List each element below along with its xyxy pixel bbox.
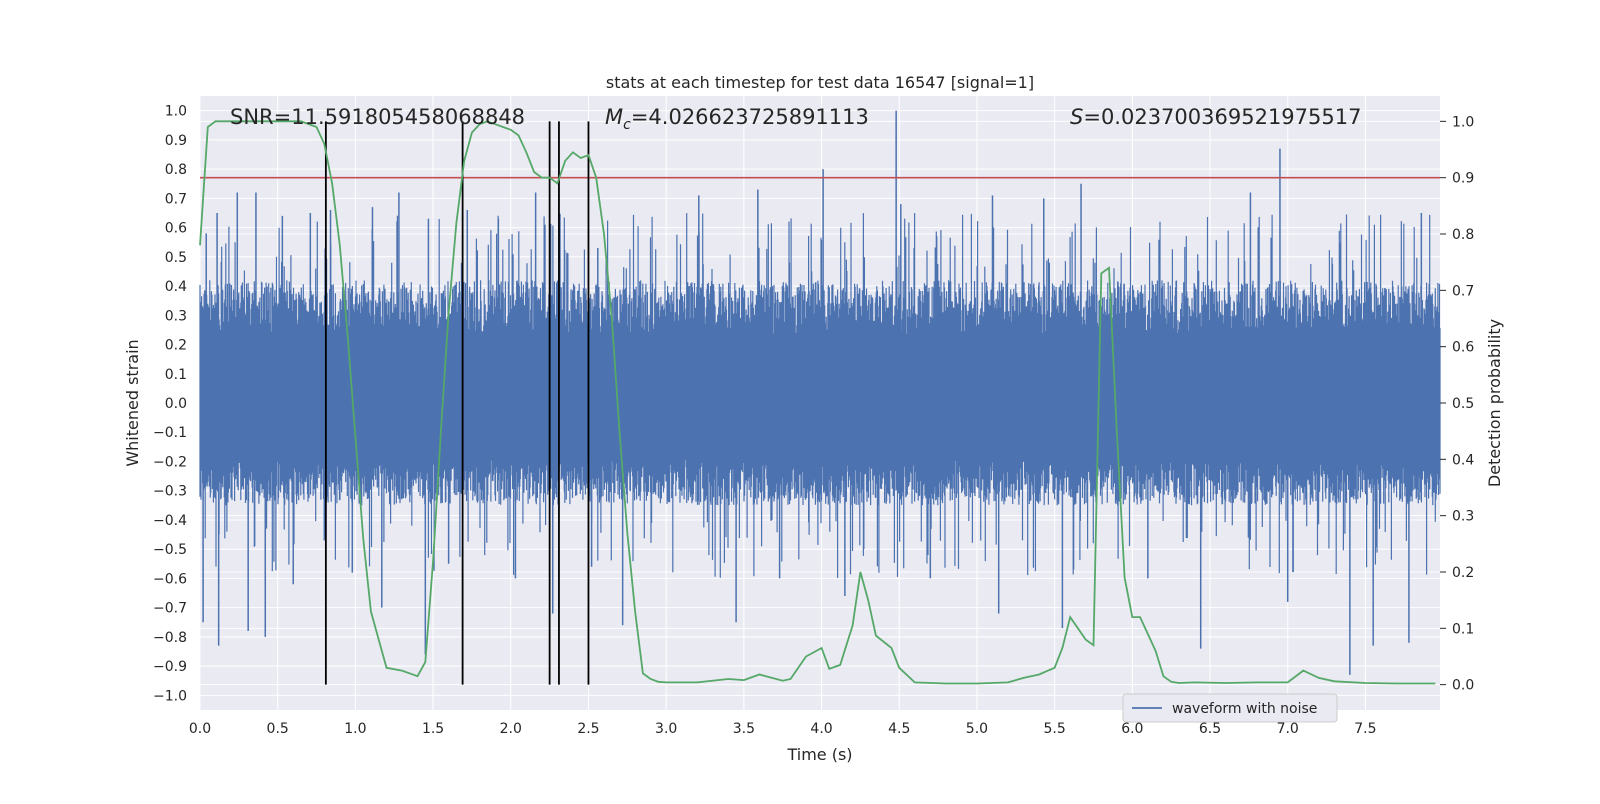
y-tick-label-left: 0.2	[165, 338, 187, 354]
waveform-noise-band	[199, 110, 1441, 675]
x-tick-label: 3.5	[733, 721, 755, 737]
y-tick-label-left: 0.1	[165, 367, 187, 383]
x-tick-label: 2.0	[500, 721, 522, 737]
y-tick-label-left: −0.9	[153, 659, 187, 675]
x-tick-label: 3.0	[655, 721, 677, 737]
y-tick-label-left: −0.2	[153, 454, 187, 470]
y-tick-label-left: 0.9	[165, 133, 187, 149]
chart-title: stats at each timestep for test data 165…	[606, 73, 1034, 92]
y-tick-label-right: 0.1	[1452, 621, 1474, 637]
chirp-mass-symbol: M	[605, 105, 623, 129]
x-tick-label: 6.0	[1121, 721, 1143, 737]
waveform-band-path	[199, 213, 1441, 578]
y-tick-label-left: −1.0	[153, 688, 187, 704]
y-ticks-right: 1.0 0.9 0.8 0.7 0.6 0.5 0.4 0.3 0.2 0.1 0.0	[1440, 114, 1474, 694]
y-tick-label-left: −0.5	[153, 542, 187, 558]
y-tick-label-left: −0.1	[153, 425, 187, 441]
y-tick-label-right: 0.7	[1452, 283, 1474, 299]
x-axis-label: Time (s)	[786, 745, 852, 764]
x-tick-label: 4.5	[888, 721, 910, 737]
x-tick-label: 7.5	[1354, 721, 1376, 737]
probability-layer	[199, 120, 1436, 685]
y-tick-label-left: 0.5	[165, 250, 187, 266]
s-value: =0.023700369521975517	[1083, 105, 1361, 129]
y-tick-label-left: −0.8	[153, 630, 187, 646]
y-tick-label-left: 0.7	[165, 191, 187, 207]
y-tick-label-right: 0.5	[1452, 396, 1474, 412]
legend-label-waveform: waveform with noise	[1172, 701, 1317, 717]
y-tick-label-right: 0.0	[1452, 678, 1474, 694]
y-tick-label-right: 0.2	[1452, 565, 1474, 581]
legend-box	[1122, 693, 1338, 723]
y-tick-label-right: 0.3	[1452, 509, 1474, 525]
x-tick-label: 7.0	[1277, 721, 1299, 737]
s-symbol: S	[1070, 105, 1083, 129]
y-tick-label-left: 0.3	[165, 308, 187, 324]
chirp-mass-subscript: c	[623, 117, 631, 133]
y-tick-label-left: 0.6	[165, 221, 187, 237]
chirp-mass-value: =4.026623725891113	[631, 105, 869, 129]
y-tick-label-left: −0.4	[153, 513, 187, 529]
y-tick-label-left: 0.0	[165, 396, 187, 412]
x-tick-label: 2.5	[577, 721, 599, 737]
y-tick-label-left: −0.7	[153, 601, 187, 617]
chirp-mass-annotation: Mc=4.026623725891113	[605, 105, 869, 133]
snr-annotation: SNR=11.591805458068848	[230, 105, 525, 129]
x-tick-label: 6.5	[1199, 721, 1221, 737]
x-tick-label: 0.5	[267, 721, 289, 737]
x-tick-label: 5.0	[966, 721, 988, 737]
x-ticks: 0.0 0.5 1.0 1.5 2.0 2.5 3.0 3.5 4.0 4.5 5.0 5.5 6.0 6…	[189, 721, 1377, 737]
y-tick-label-right: 0.8	[1452, 227, 1474, 243]
y-tick-label-left: −0.6	[153, 571, 187, 587]
x-tick-label: 1.5	[422, 721, 444, 737]
y-tick-label-left: 0.4	[165, 279, 187, 295]
y-axis-label-left: Whitened strain	[123, 339, 142, 466]
y-tick-label-right: 1.0	[1452, 114, 1474, 130]
detection-probability-line	[199, 120, 1436, 685]
y-tick-label-left: 1.0	[165, 104, 187, 120]
y-tick-label-left: −0.3	[153, 484, 187, 500]
y-tick-label-right: 0.6	[1452, 340, 1474, 356]
legend: waveform with noise	[1122, 693, 1338, 723]
vertical-markers	[324, 121, 590, 685]
y-tick-label-right: 0.9	[1452, 171, 1474, 187]
x-tick-label: 1.0	[344, 721, 366, 737]
y-tick-label-left: 0.8	[165, 162, 187, 178]
x-tick-label: 4.0	[810, 721, 832, 737]
x-tick-label: 0.0	[189, 721, 211, 737]
x-tick-label: 5.5	[1044, 721, 1066, 737]
y-ticks-left: 1.0 0.9 0.8 0.7 0.6 0.5 0.4 0.3 0.2 0.1 0.0 −0.1 −0.…	[153, 104, 187, 705]
y-tick-label-right: 0.4	[1452, 452, 1474, 468]
s-annotation: S=0.023700369521975517	[1070, 105, 1361, 129]
y-axis-label-right: Detection probability	[1485, 319, 1504, 487]
